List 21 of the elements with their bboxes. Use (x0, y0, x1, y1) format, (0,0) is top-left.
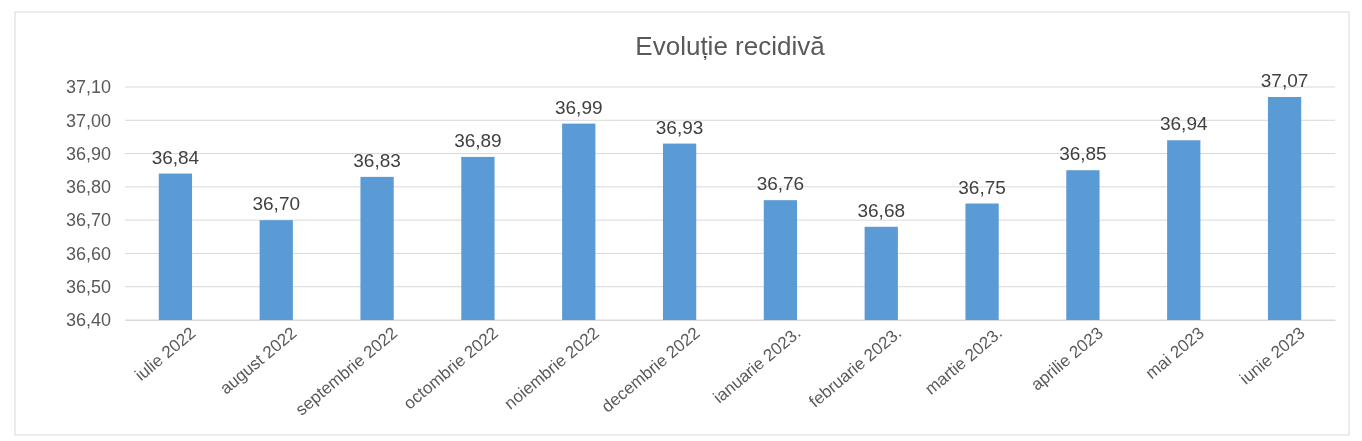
y-tick-label: 36,50 (65, 276, 111, 297)
y-tick-label: 36,70 (65, 210, 111, 231)
data-label: 36,68 (857, 199, 906, 221)
y-tick-label: 36,60 (65, 243, 111, 264)
data-label: 36,85 (1059, 143, 1107, 165)
data-label: 36,89 (454, 129, 502, 151)
data-label: 36,76 (756, 173, 805, 195)
y-tick-label: 36,40 (65, 310, 111, 331)
y-tick-label: 36,90 (65, 143, 111, 164)
data-label: 36,75 (958, 176, 1006, 198)
data-label: 36,70 (252, 193, 301, 215)
data-label: 36,94 (1159, 113, 1208, 135)
data-label: 36,93 (655, 116, 704, 138)
y-tick-label: 37,10 (65, 77, 111, 98)
y-tick-label: 37,00 (65, 110, 111, 131)
y-tick-label: 36,80 (65, 177, 111, 198)
data-label: 37,07 (1260, 69, 1309, 91)
data-label: 36,83 (353, 149, 401, 171)
data-label: 36,84 (151, 146, 200, 168)
chart-title: Evoluție recidivă (635, 31, 826, 61)
data-label: 36,99 (554, 96, 603, 118)
